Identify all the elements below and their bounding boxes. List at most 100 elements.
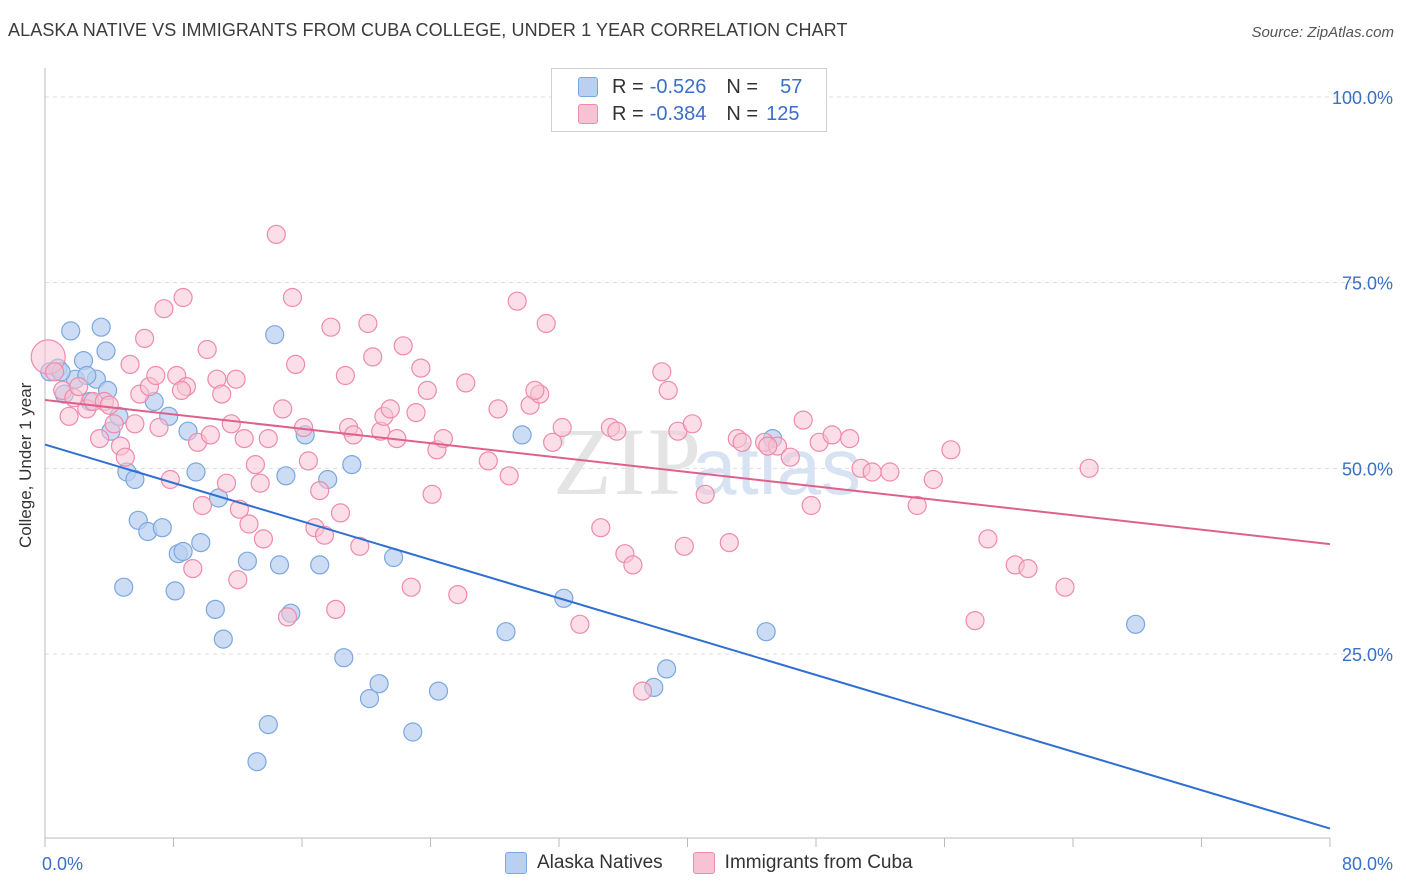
cuba-immigrant-point — [363, 347, 383, 367]
cuba-immigrant-point — [682, 414, 702, 434]
legend-item-cuba[interactable]: Immigrants from Cuba — [692, 852, 913, 874]
cuba-immigrant-point — [880, 462, 900, 482]
cuba-immigrant-point — [146, 365, 166, 386]
legend-swatch-cuba — [578, 104, 598, 124]
legend-label-cuba: Immigrants from Cuba — [724, 852, 913, 873]
legend-swatch-cuba — [692, 852, 715, 874]
cuba-immigrant-point — [780, 447, 800, 467]
alaska-native-point — [173, 541, 193, 562]
alaska-native-point — [310, 555, 330, 575]
legend-n-label: N = — [726, 102, 759, 125]
cuba-immigrant-point — [298, 451, 318, 471]
x-tick-label: 80.0% — [1342, 854, 1393, 874]
cuba-immigrant-point — [350, 536, 370, 556]
cuba-immigrant-point — [125, 414, 145, 434]
cuba-immigrant-point — [277, 607, 298, 627]
alaska-native-point — [756, 622, 776, 642]
cuba-immigrant-point — [253, 529, 273, 549]
axes — [44, 68, 1331, 847]
alaska-native-point — [276, 466, 296, 486]
alaska-native-point — [258, 714, 278, 735]
legend-row-alaska: R = -0.526 N = 57 — [578, 75, 802, 99]
alaska-native-point — [334, 648, 354, 668]
alaska-native-point — [165, 581, 185, 601]
legend-n-value: 125 — [766, 102, 800, 125]
cuba-immigrant-point — [907, 495, 927, 516]
cuba-immigrant-point — [358, 313, 378, 334]
cuba-immigrant-point — [228, 570, 248, 590]
cuba-immigrant-point — [941, 440, 961, 460]
cuba-immigrant-point — [758, 436, 778, 456]
cuba-immigrant-point — [406, 403, 426, 423]
cuba-immigrant-point — [393, 336, 413, 356]
y-axis-label: College, Under 1 year — [16, 382, 35, 548]
cuba-immigrant-point — [89, 429, 110, 449]
data-points — [30, 224, 1146, 772]
cuba-immigrant-point — [183, 558, 203, 579]
cuba-immigrant-point — [923, 469, 943, 490]
alaska-native-point — [342, 455, 362, 475]
cuba-immigrant-point — [411, 358, 431, 378]
cuba-immigrant-point — [448, 584, 468, 605]
y-tick-label: 75.0% — [1342, 274, 1393, 294]
y-tick-label: 100.0% — [1332, 88, 1393, 108]
cuba-trend-line — [44, 399, 1331, 546]
cuba-immigrant-point — [570, 614, 590, 634]
cuba-immigrant-point — [321, 317, 341, 337]
cuba-immigrant-point — [978, 529, 998, 549]
alaska-native-point — [61, 321, 81, 341]
cuba-immigrant-point — [652, 362, 672, 382]
alaska-native-point — [191, 532, 211, 553]
alaska-native-point — [205, 599, 225, 620]
cuba-immigrant-point — [273, 399, 293, 419]
grid-lines — [45, 96, 1392, 655]
cuba-immigrant-point — [69, 377, 89, 397]
cuba-immigrant-point — [335, 365, 355, 386]
cuba-immigrant-point — [591, 518, 611, 538]
cuba-immigrant-point — [197, 339, 217, 360]
alaska-native-point — [114, 577, 134, 597]
alaska-native-point — [152, 518, 172, 538]
legend-item-alaska[interactable]: Alaska Natives — [505, 852, 663, 874]
cuba-immigrant-point — [417, 380, 437, 400]
cuba-immigrant-point — [250, 473, 270, 493]
cuba-immigrant-point — [245, 455, 265, 475]
cuba-immigrant-point — [286, 354, 306, 374]
cuba-immigrant-point — [192, 495, 212, 516]
cuba-immigrant-point — [216, 473, 237, 493]
cuba-immigrant-point — [59, 406, 79, 426]
alaska-native-point — [213, 629, 233, 649]
cuba-immigrant-point — [154, 299, 174, 319]
alaska-native-point — [265, 325, 285, 345]
cuba-immigrant-point — [607, 421, 627, 441]
alaska-native-point — [656, 659, 677, 679]
cuba-immigrant-point — [171, 380, 192, 400]
cuba-immigrant-point — [401, 577, 421, 597]
cuba-immigrant-point — [822, 425, 842, 445]
cuba-immigrant-point — [433, 429, 453, 449]
cuba-immigrant-point — [499, 466, 519, 486]
cuba-immigrant-point — [623, 555, 643, 575]
cuba-immigrant-point — [674, 536, 694, 556]
series-legend: Alaska Natives Immigrants from Cuba — [505, 852, 943, 874]
cuba-immigrant-point — [314, 525, 335, 545]
cuba-immigrant-point — [793, 410, 813, 430]
legend-label-alaska: Alaska Natives — [537, 852, 663, 873]
cuba-immigrant-point — [719, 532, 739, 553]
alaska-native-point — [208, 488, 229, 508]
cuba-immigrant-point — [632, 681, 653, 701]
cuba-immigrant-point — [99, 395, 119, 415]
chart-title: ALASKA NATIVE VS IMMIGRANTS FROM CUBA CO… — [8, 20, 848, 40]
source-label: Source: ZipAtlas.com — [1251, 24, 1394, 41]
cuba-immigrant-point — [258, 429, 278, 449]
y-tick-label: 25.0% — [1342, 645, 1393, 665]
cuba-immigrant-point — [282, 287, 302, 308]
alaska-native-point — [269, 555, 290, 575]
cuba-immigrant-point — [552, 417, 572, 438]
cuba-immigrant-point — [310, 481, 330, 501]
cuba-immigrant-point — [221, 414, 241, 434]
cuba-immigrant-point — [965, 610, 985, 631]
cuba-immigrant-point — [135, 328, 155, 348]
tick-labels: 25.0% 50.0% 75.0% 100.0% 0.0% 80.0% — [42, 88, 1393, 874]
